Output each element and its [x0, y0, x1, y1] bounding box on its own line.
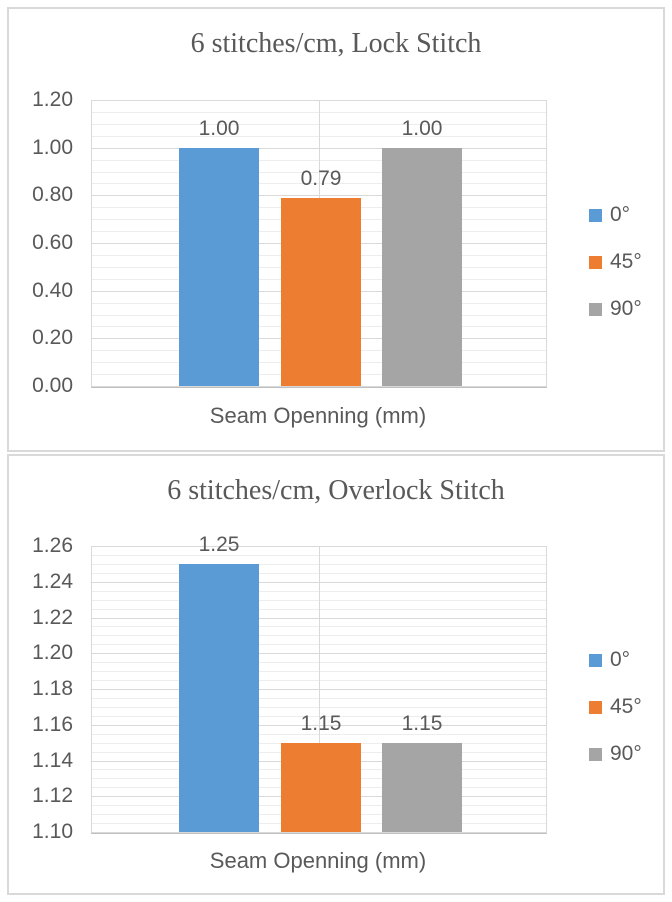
x-axis-label: Seam Openning (mm) — [209, 403, 427, 428]
legend-item-0°: 0° — [589, 648, 642, 671]
legend-item-0°: 0° — [589, 203, 642, 226]
legend-swatch — [589, 255, 602, 269]
bar-value-label: 1.15 — [300, 711, 342, 735]
y-tick-label: 1.00 — [32, 135, 73, 159]
legend-item-45°: 45° — [589, 695, 642, 718]
major-gridline — [92, 832, 546, 833]
legend: 0° 45° 90° — [589, 203, 642, 346]
bar-value-label: 1.00 — [198, 116, 240, 140]
bar-value-label: 1.25 — [198, 532, 240, 556]
y-tick-label: 1.16 — [32, 712, 73, 736]
legend-label: 45° — [610, 695, 642, 718]
legend-label: 45° — [610, 250, 642, 273]
bar-45° — [281, 197, 361, 386]
legend-item-90°: 90° — [589, 297, 642, 320]
bar-90° — [382, 742, 462, 832]
legend-item-90°: 90° — [589, 742, 642, 765]
plot-area: 1.00 0.79 1.00 — [91, 100, 547, 388]
y-tick-label: 1.18 — [32, 677, 73, 700]
chart-title: 6 stitches/cm, Lock Stitch — [190, 28, 482, 59]
chart-title: 6 stitches/cm, Overlock Stitch — [167, 475, 505, 506]
legend-swatch — [589, 208, 602, 222]
y-tick-label: 1.10 — [32, 820, 73, 843]
y-tick-label: 1.20 — [32, 641, 73, 665]
plot-area: 1.25 1.15 1.15 — [91, 533, 547, 834]
bar-0° — [179, 563, 259, 832]
lock-stitch-chart-panel: 6 stitches/cm, Lock Stitch 1.20 1.00 0.80 0… — [7, 7, 665, 452]
legend-swatch — [589, 653, 602, 667]
legend-swatch — [589, 747, 602, 761]
bar-0° — [179, 147, 259, 386]
y-tick-label: 0.00 — [32, 374, 73, 397]
y-tick-label: 1.24 — [32, 569, 73, 593]
legend-label: 90° — [610, 297, 642, 320]
vertical-gridline — [319, 546, 320, 832]
y-tick-label: 0.80 — [32, 183, 73, 207]
x-axis-label: Seam Openning (mm) — [209, 848, 427, 873]
bar-value-label: 0.79 — [300, 166, 342, 190]
legend-label: 0° — [610, 648, 631, 671]
y-tick-label: 0.60 — [32, 231, 73, 254]
major-gridline — [92, 386, 546, 387]
bar-45° — [281, 742, 361, 832]
y-tick-label: 1.12 — [32, 784, 73, 808]
bar-value-label: 1.00 — [401, 116, 443, 140]
legend-item-45°: 45° — [589, 250, 642, 273]
legend-label: 0° — [610, 203, 631, 226]
y-tick-label: 0.20 — [32, 326, 73, 350]
y-tick-label: 0.40 — [32, 278, 73, 302]
y-tick-label: 1.14 — [32, 748, 73, 772]
legend-swatch — [589, 700, 602, 714]
y-tick-label: 1.20 — [32, 88, 73, 111]
legend-label: 90° — [610, 742, 642, 765]
y-tick-label: 1.26 — [32, 534, 73, 557]
y-axis: 1.26 1.24 1.22 1.20 1.18 1.16 1.14 1.12 1.10 — [9, 534, 75, 843]
bar-value-label: 1.15 — [401, 711, 443, 735]
legend-swatch — [589, 302, 602, 316]
bar-90° — [382, 147, 462, 386]
y-tick-label: 1.22 — [32, 605, 73, 629]
overlock-stitch-chart-panel: 6 stitches/cm, Overlock Stitch 1.26 1.24 1… — [7, 454, 665, 895]
y-axis: 1.20 1.00 0.80 0.60 0.40 0.20 0.00 — [9, 88, 75, 397]
legend: 0° 45° 90° — [589, 648, 642, 791]
